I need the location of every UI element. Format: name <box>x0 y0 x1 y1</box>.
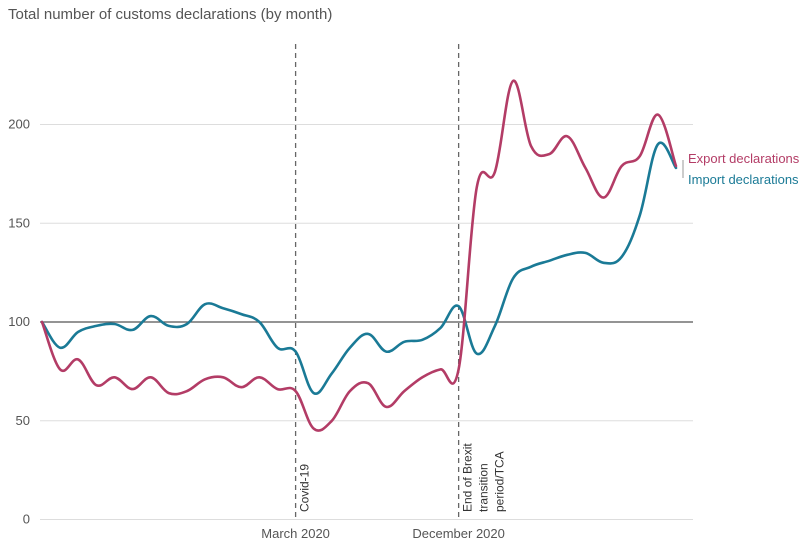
event-annotation: period/TCA <box>493 451 507 512</box>
event-annotation: End of Brexit <box>461 443 475 512</box>
y-tick-label: 0 <box>23 512 30 527</box>
event-annotation: transition <box>477 463 491 512</box>
event-annotation: Covid-19 <box>298 464 312 512</box>
axis-labels: 0 50 100 150 200 March 2020 December 2020 <box>8 117 505 542</box>
event-lines: Covid-19 End of Brexit transition period/TC… <box>294 44 507 519</box>
legend-import: Import declarations <box>688 172 799 187</box>
y-tick-label: 100 <box>8 314 30 329</box>
y-tick-label: 50 <box>16 413 30 428</box>
x-tick-label: December 2020 <box>412 526 505 541</box>
y-tick-label: 200 <box>8 117 30 132</box>
export-declarations-line <box>40 79 678 432</box>
series-lines <box>40 79 678 432</box>
legend-export: Export declarations <box>688 151 800 166</box>
legend: Export declarations Import declarations <box>682 151 800 187</box>
chart-title: Total number of customs declarations (by… <box>8 6 333 23</box>
y-tick-label: 150 <box>8 215 30 230</box>
x-tick-label: March 2020 <box>261 526 330 541</box>
import-declarations-line <box>40 141 678 395</box>
gridlines <box>40 124 693 520</box>
